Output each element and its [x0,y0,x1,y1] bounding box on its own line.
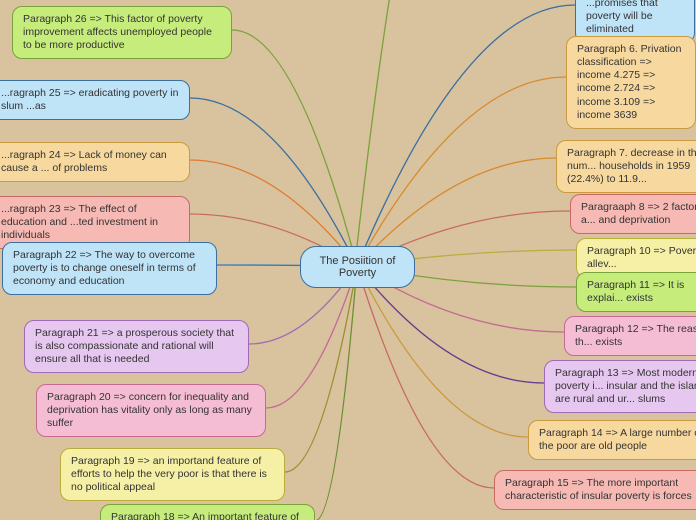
node-label: Paragraph 26 => This factor of poverty i… [23,13,212,51]
mindmap-node[interactable]: Paragraph 15 => The more important chara… [494,470,696,510]
node-label: Paragraph 18 => An important feature of … [111,511,299,520]
center-label: The Posiition of Poverty [320,255,396,279]
node-label: Paragraph 11 => It is explai... exists [587,279,684,304]
node-label: ...ragraph 23 => The effect of education… [1,203,158,241]
mindmap-node[interactable]: Paragraph 6. Privation classification =>… [566,36,696,129]
mindmap-node[interactable]: Paragraph 7. decrease in the num... hous… [556,140,696,193]
mindmap-node[interactable]: Paragraph 11 => It is explai... exists [576,272,696,312]
mindmap-node[interactable]: Paragraaph 8 => 2 factors is a... and de… [570,194,696,234]
node-label: ...promises that poverty will be elimina… [586,0,658,35]
mindmap-node[interactable]: ...ragraph 24 => Lack of money can cause… [0,142,190,182]
node-label: Paragraph 10 => Poverty allev... [587,245,696,270]
mindmap-node[interactable]: Paragraph 14 => A large number of the po… [528,420,696,460]
mindmap-node[interactable]: Paragraph 22 => The way to overcome pove… [2,242,217,295]
node-label: Paragraph 22 => The way to overcome pove… [13,249,196,287]
mindmap-node[interactable]: Paragraph 13 => Most modern poverty i...… [544,360,696,413]
mindmap-node[interactable]: Paragraph 26 => This factor of poverty i… [12,6,232,59]
node-label: Paragraph 15 => The more important chara… [505,477,692,502]
node-label: ...ragraph 24 => Lack of money can cause… [1,149,167,174]
node-label: Paragraph 13 => Most modern poverty i...… [555,367,696,405]
center-node[interactable]: The Posiition of Poverty [300,246,415,288]
mindmap-node[interactable]: Paragraph 19 => an importand feature of … [60,448,285,501]
node-label: Paragraph 12 => The reason th... exists [575,323,696,348]
node-label: ...ragraph 25 => eradicating poverty in … [1,87,178,112]
node-label: Paragraph 6. Privation classification =>… [577,43,681,121]
node-label: Paragraph 20 => concern for inequality a… [47,391,252,429]
node-label: Paragraph 19 => an importand feature of … [71,455,267,493]
mindmap-node[interactable]: Paragraph 20 => concern for inequality a… [36,384,266,437]
node-label: Paragraph 7. decrease in the num... hous… [567,147,696,185]
node-label: Paragraph 14 => A large number of the po… [539,427,696,452]
node-label: Paragraph 21 => a prosperous society tha… [35,327,234,365]
mindmap-node[interactable]: Paragraph 21 => a prosperous society tha… [24,320,249,373]
mindmap-node[interactable]: Paragraph 18 => An important feature of … [100,504,315,520]
node-label: Paragraaph 8 => 2 factors is a... and de… [581,201,696,226]
mindmap-node[interactable]: Paragraph 12 => The reason th... exists [564,316,696,356]
mindmap-node[interactable]: ...ragraph 25 => eradicating poverty in … [0,80,190,120]
